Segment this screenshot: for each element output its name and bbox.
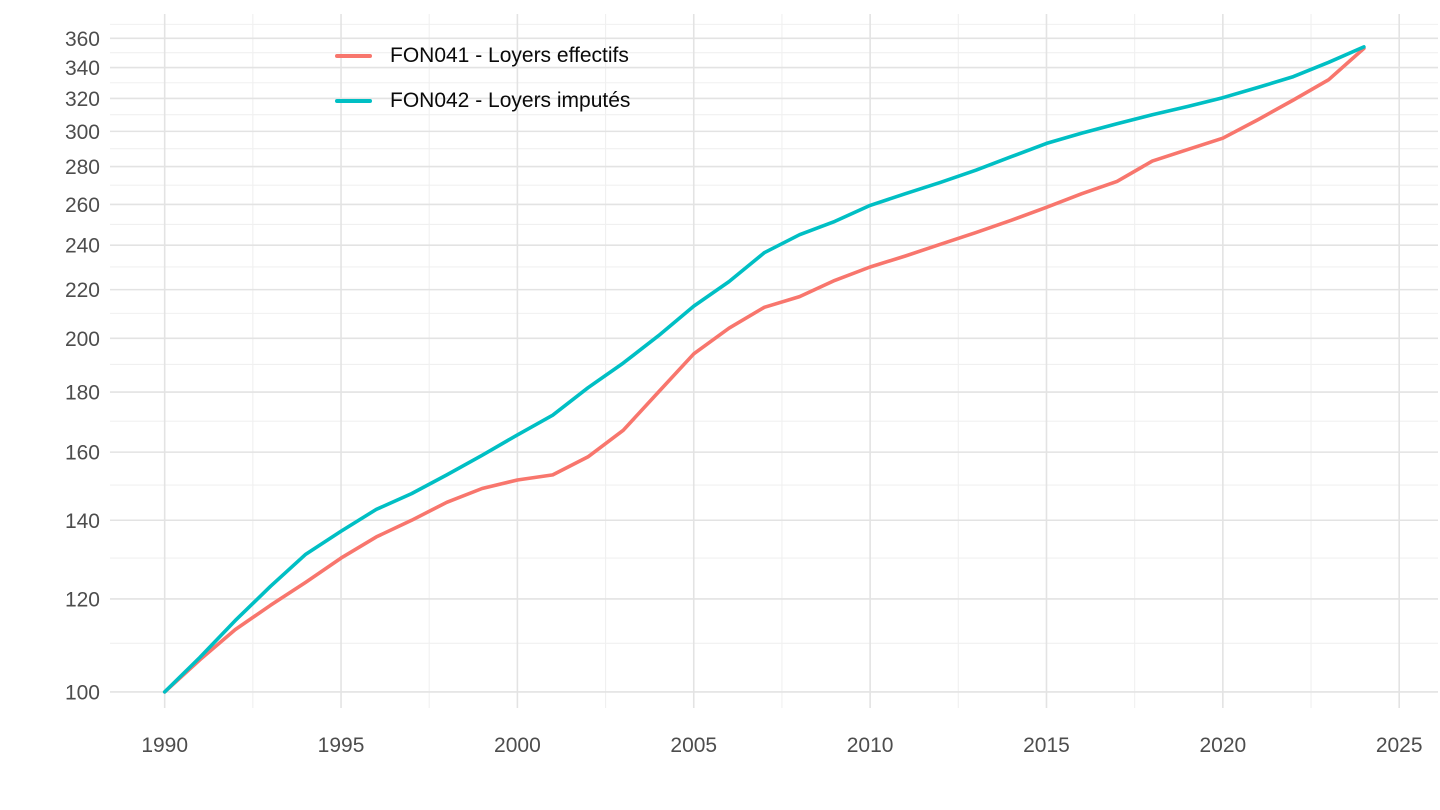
y-tick-label: 300 bbox=[65, 121, 100, 144]
legend-line-swatch-fon041 bbox=[335, 53, 372, 58]
y-tick-label: 240 bbox=[65, 235, 100, 258]
legend-item-fon041: FON041 - Loyers effectifs bbox=[335, 33, 630, 78]
y-tick-label: 320 bbox=[65, 88, 100, 111]
x-tick-label: 1995 bbox=[318, 734, 365, 757]
legend-item-fon042: FON042 - Loyers imputés bbox=[335, 78, 630, 123]
y-tick-label: 220 bbox=[65, 279, 100, 302]
y-tick-label: 280 bbox=[65, 156, 100, 179]
y-tick-label: 360 bbox=[65, 28, 100, 51]
y-tick-label: 120 bbox=[65, 588, 100, 611]
x-tick-label: 2000 bbox=[494, 734, 541, 757]
x-tick-label: 2015 bbox=[1023, 734, 1070, 757]
y-tick-label: 260 bbox=[65, 194, 100, 217]
x-tick-label: 2025 bbox=[1376, 734, 1423, 757]
y-tick-label: 160 bbox=[65, 442, 100, 465]
series-line-fon041 bbox=[162, 46, 1366, 694]
y-tick-label: 140 bbox=[65, 510, 100, 533]
x-tick-label: 1990 bbox=[141, 734, 188, 757]
x-tick-label: 2010 bbox=[847, 734, 894, 757]
series-line-fon042 bbox=[162, 45, 1366, 694]
y-tick-label: 180 bbox=[65, 382, 100, 405]
legend: FON041 - Loyers effectifs FON042 - Loyer… bbox=[335, 33, 630, 123]
legend-label-fon042: FON042 - Loyers imputés bbox=[390, 88, 631, 112]
x-tick-label: 2020 bbox=[1199, 734, 1246, 757]
y-tick-label: 100 bbox=[65, 681, 100, 704]
legend-label-fon041: FON041 - Loyers effectifs bbox=[390, 43, 629, 67]
y-tick-label: 200 bbox=[65, 328, 100, 351]
y-tick-label: 340 bbox=[65, 57, 100, 80]
legend-line-swatch-fon042 bbox=[335, 98, 372, 103]
x-tick-label: 2005 bbox=[670, 734, 717, 757]
